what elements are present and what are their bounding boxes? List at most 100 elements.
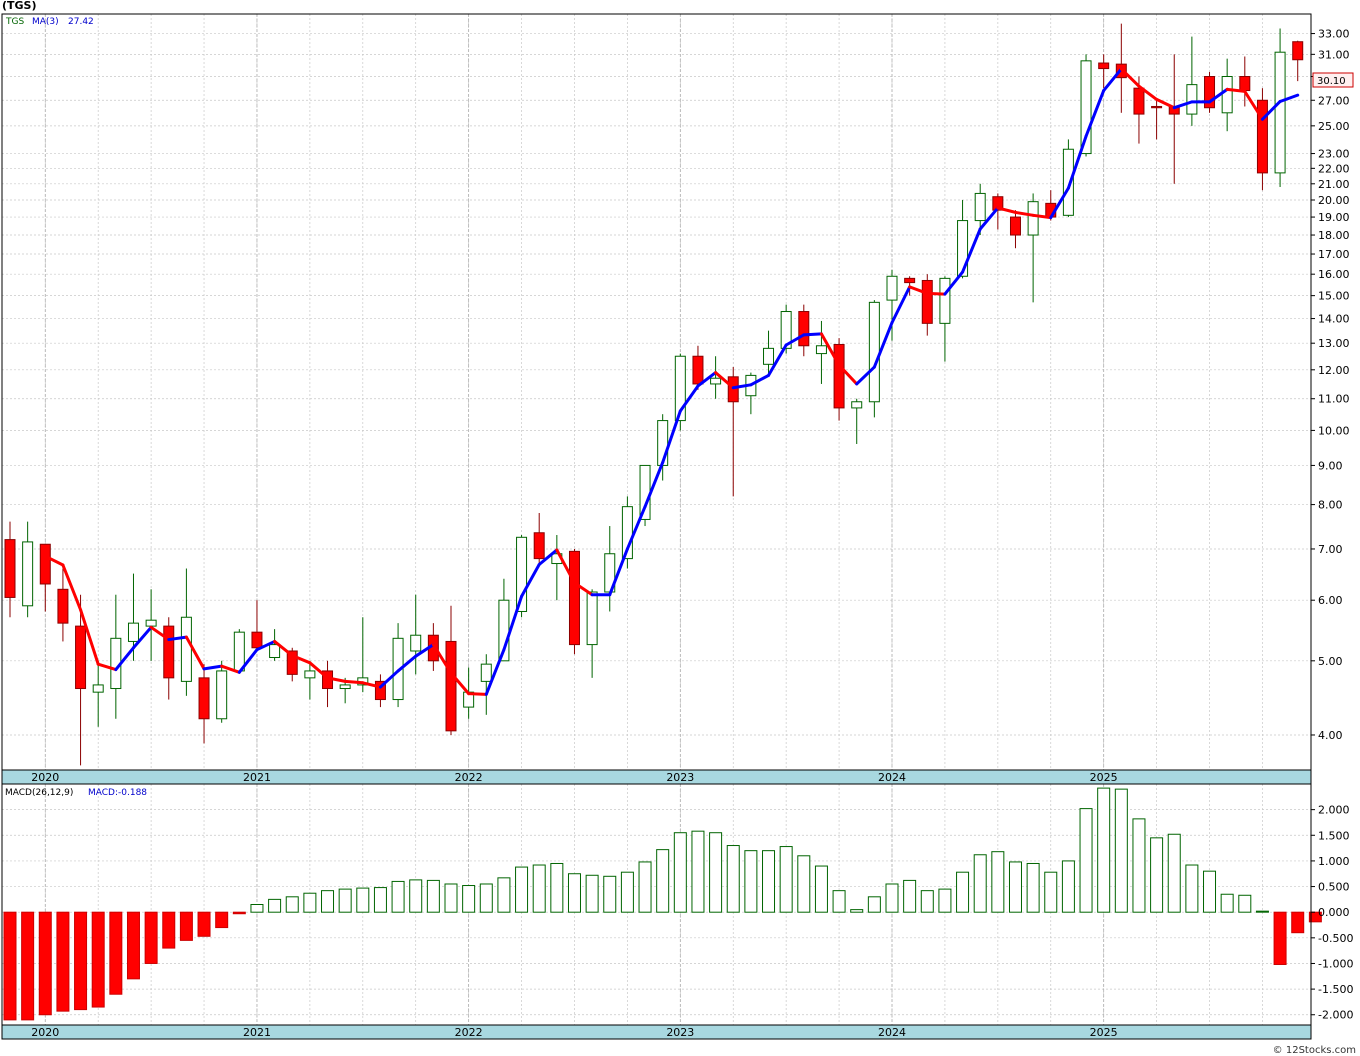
- ma-segment: [449, 671, 471, 696]
- macd-bar: [21, 911, 35, 1021]
- candle: [710, 356, 722, 399]
- macd-tick-label: -1.000: [1318, 957, 1353, 970]
- candle-body: [1009, 216, 1021, 236]
- year-label: 2023: [666, 1026, 694, 1039]
- candle: [851, 398, 863, 444]
- last-price-label: 30.10: [1317, 76, 1346, 87]
- macd-bar: [691, 830, 705, 913]
- candle: [216, 660, 228, 723]
- ma-segment: [520, 563, 541, 598]
- ma-segment: [202, 664, 224, 671]
- ma-segment: [61, 563, 83, 612]
- candle-body: [586, 591, 598, 646]
- macd-bar: [285, 896, 299, 913]
- candle: [322, 660, 334, 708]
- ma-segment: [572, 581, 594, 597]
- ma-segment: [978, 206, 1000, 231]
- candle: [286, 647, 298, 682]
- macd-bar: [532, 864, 546, 913]
- macd-bar: [903, 879, 917, 913]
- price-tick-label: 16.00: [1318, 268, 1350, 281]
- macd-legend-value: MACD:-0.188: [88, 788, 147, 798]
- chart-title: (TGS): [2, 0, 37, 12]
- ma-segment: [1102, 67, 1123, 93]
- macd-bar: [1061, 860, 1075, 913]
- year-label: 2025: [1090, 1026, 1118, 1039]
- ma-segment: [184, 635, 206, 671]
- macd-bar: [797, 855, 811, 913]
- macd-bar: [250, 904, 264, 913]
- macd-bar: [1291, 911, 1305, 934]
- candle-body: [233, 631, 245, 672]
- price-legend-ma: MA(3): [32, 17, 59, 27]
- year-label: 2022: [455, 1026, 483, 1039]
- candle: [269, 629, 281, 661]
- ma-segment: [237, 648, 259, 674]
- macd-bar: [232, 911, 246, 915]
- macd-bar: [1097, 787, 1111, 913]
- candle: [110, 594, 122, 719]
- macd-bar: [373, 887, 387, 913]
- candle-body: [57, 588, 69, 624]
- candle-body: [621, 506, 633, 560]
- candle: [621, 496, 633, 569]
- ma-segment: [1278, 93, 1300, 103]
- candle-body: [674, 355, 686, 422]
- candle-body: [22, 541, 34, 607]
- year-label: 2021: [243, 771, 271, 784]
- ma-segment: [925, 291, 947, 296]
- macd-bar: [656, 849, 670, 913]
- ma-segment: [167, 635, 188, 642]
- ma-segment: [361, 681, 382, 689]
- macd-bar: [444, 883, 458, 913]
- macd-bar: [1185, 864, 1199, 913]
- candle-body: [480, 663, 492, 682]
- macd-tick-label: 0.000: [1318, 906, 1350, 919]
- candle: [939, 276, 951, 362]
- macd-bar: [744, 850, 758, 913]
- ma-segment: [343, 679, 365, 685]
- candle-body: [410, 634, 422, 652]
- ma-segment: [1260, 99, 1282, 121]
- macd-bar: [620, 871, 634, 913]
- macd-bar: [144, 911, 158, 964]
- macd-bar: [1220, 893, 1234, 913]
- price-tick-label: 20.00: [1318, 194, 1350, 207]
- ma-segment: [943, 270, 965, 296]
- candle: [251, 600, 263, 651]
- year-label: 2020: [31, 771, 59, 784]
- candle-body: [251, 631, 263, 649]
- macd-bar: [1079, 808, 1093, 913]
- macd-bar: [673, 832, 687, 913]
- candle-body: [533, 532, 545, 560]
- macd-bar: [1238, 894, 1252, 913]
- macd-bar: [426, 879, 440, 913]
- price-tick-label: 7.00: [1318, 543, 1343, 556]
- candle: [1009, 210, 1021, 249]
- candle: [745, 372, 757, 415]
- ma-segment: [255, 639, 277, 652]
- candle: [392, 623, 404, 708]
- candle-body: [516, 536, 528, 612]
- ma-segment: [837, 363, 859, 386]
- candle: [39, 543, 51, 612]
- year-label: 2024: [878, 771, 906, 784]
- candle-body: [833, 343, 845, 409]
- price-legend-ma-value: 27.42: [68, 17, 94, 27]
- candle: [833, 338, 845, 421]
- candle-body: [1151, 105, 1163, 109]
- ma-segment: [1155, 97, 1176, 110]
- ma-segment: [608, 547, 629, 597]
- candle-body: [692, 355, 704, 385]
- price-legend-symbol: TGS: [5, 17, 24, 27]
- macd-bar: [762, 850, 776, 913]
- price-tick-label: 25.00: [1318, 120, 1350, 133]
- macd-bar: [356, 887, 370, 913]
- candle: [357, 617, 369, 693]
- ma-segment: [1119, 67, 1141, 88]
- price-tick-label: 27.00: [1318, 94, 1350, 107]
- candle-body: [868, 301, 880, 403]
- candle: [957, 200, 969, 279]
- ma-segment: [414, 643, 435, 658]
- candle: [22, 521, 34, 618]
